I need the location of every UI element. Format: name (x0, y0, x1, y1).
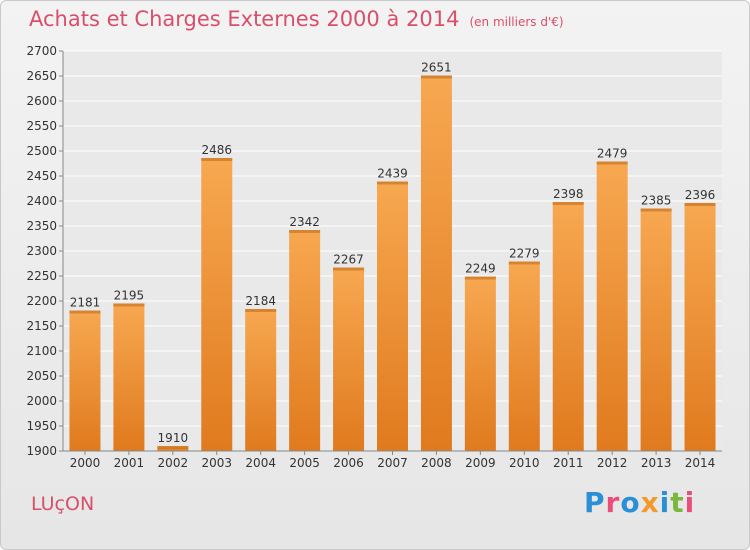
bar-top-edge (508, 261, 540, 265)
y-tick-label: 2450 (26, 169, 57, 183)
bar-top-edge (333, 267, 365, 271)
y-tick-label: 2600 (26, 94, 57, 108)
x-tick-label: 2010 (509, 456, 540, 470)
y-tick-label: 2150 (26, 319, 57, 333)
data-label: 2398 (553, 187, 584, 201)
data-label: 2479 (597, 147, 628, 161)
x-tick-label: 2002 (158, 456, 189, 470)
x-tick-label: 2003 (201, 456, 232, 470)
x-tick-label: 2004 (245, 456, 276, 470)
y-tick-label: 2650 (26, 69, 57, 83)
bar-top-edge (640, 208, 672, 212)
data-label: 2184 (245, 294, 276, 308)
bar-2001 (113, 303, 145, 451)
bar-top-edge (420, 75, 452, 79)
bar-2014 (684, 203, 716, 451)
y-tick-label: 2200 (26, 294, 57, 308)
data-label: 2195 (114, 289, 145, 303)
y-tick-label: 2250 (26, 269, 57, 283)
bar-2005 (289, 230, 321, 451)
bar-2007 (377, 181, 408, 451)
bar-top-edge (245, 309, 277, 312)
data-label: 1910 (158, 431, 189, 445)
y-tick-label: 1900 (26, 444, 57, 458)
bar-2013 (640, 208, 672, 451)
commune-name: LUçON (31, 493, 95, 515)
bar-top-edge (69, 310, 101, 314)
bar-2011 (552, 202, 584, 451)
bar-2006 (333, 267, 365, 451)
chart-title: Achats et Charges Externes 2000 à 2014 (e… (29, 7, 564, 31)
x-tick-label: 2011 (553, 456, 584, 470)
bar-2003 (201, 158, 233, 451)
x-tick-label: 2009 (465, 456, 496, 470)
y-tick-label: 2100 (26, 344, 57, 358)
logo-letter: x (640, 486, 660, 519)
title-main: Achats et Charges Externes 2000 à 2014 (29, 7, 460, 31)
data-label: 2279 (509, 247, 540, 261)
bar-2008 (420, 75, 452, 451)
x-tick-label: 2012 (597, 456, 628, 470)
data-label: 2439 (377, 167, 408, 181)
logo-letter: o (620, 486, 641, 519)
bar-top-edge (157, 446, 189, 449)
y-tick-label: 2300 (26, 244, 57, 258)
x-tick-label: 2001 (114, 456, 145, 470)
data-label: 2267 (333, 253, 364, 267)
data-label: 2249 (465, 262, 496, 276)
bar-2010 (508, 261, 540, 451)
bar-top-edge (201, 158, 233, 161)
logo-letter: P (584, 486, 606, 519)
y-tick-label: 2700 (26, 44, 57, 58)
y-tick-label: 2550 (26, 119, 57, 133)
bar-2009 (464, 276, 496, 451)
y-tick-label: 2000 (26, 394, 57, 408)
bar-top-edge (377, 181, 408, 185)
x-tick-label: 2014 (685, 456, 716, 470)
x-tick-label: 2007 (377, 456, 408, 470)
logo-letter: t (670, 486, 685, 519)
y-tick-label: 2400 (26, 194, 57, 208)
data-label: 2342 (289, 215, 320, 229)
x-tick-label: 2006 (333, 456, 364, 470)
logo-letter: i (684, 486, 696, 519)
bar-2012 (596, 161, 628, 451)
data-label: 2181 (70, 296, 101, 310)
x-tick-label: 2005 (289, 456, 320, 470)
y-tick-label: 2050 (26, 369, 57, 383)
y-tick-label: 2500 (26, 144, 57, 158)
y-tick-label: 2350 (26, 219, 57, 233)
logo-letter: r (605, 486, 621, 519)
data-label: 2385 (641, 194, 672, 208)
y-tick-label: 1950 (26, 419, 57, 433)
bar-top-edge (289, 230, 321, 233)
bar-top-edge (596, 161, 628, 165)
data-label: 2396 (685, 188, 716, 202)
bar-top-edge (552, 202, 584, 205)
data-label: 2486 (201, 143, 232, 157)
data-label: 2651 (421, 61, 452, 75)
bar-top-edge (684, 203, 716, 206)
bar-top-edge (464, 276, 496, 280)
x-tick-label: 2008 (421, 456, 452, 470)
title-unit: (en milliers d'€) (469, 15, 564, 29)
bar-top-edge (113, 303, 145, 307)
bar-2004 (245, 309, 277, 451)
bar-2000 (69, 310, 101, 451)
x-tick-label: 2013 (641, 456, 672, 470)
proxiti-logo: Proxiti (584, 486, 695, 519)
logo-letter: i (659, 486, 671, 519)
x-tick-label: 2000 (70, 456, 101, 470)
